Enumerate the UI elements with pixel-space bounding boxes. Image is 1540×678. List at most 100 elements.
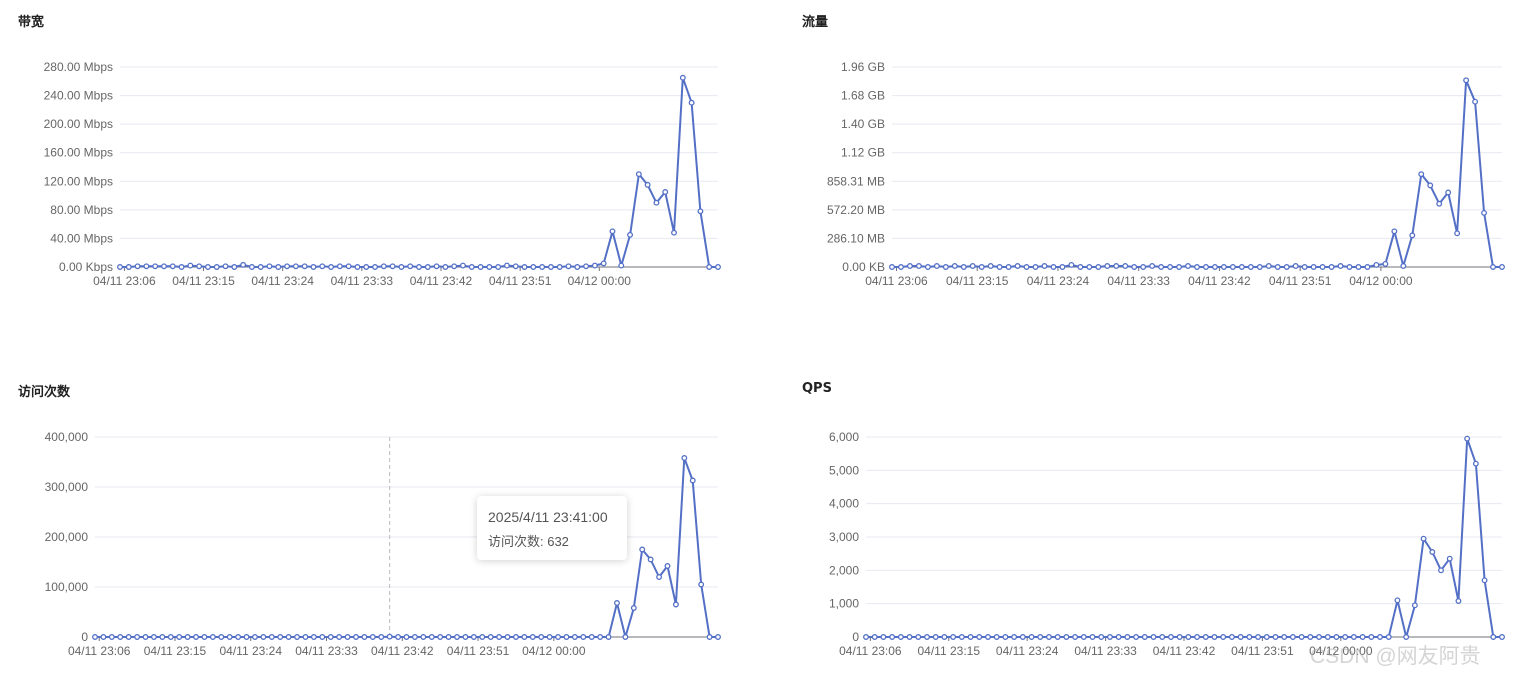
data-point bbox=[976, 634, 983, 640]
data-point bbox=[583, 263, 590, 270]
data-point bbox=[1072, 634, 1079, 640]
data-point bbox=[1005, 264, 1012, 270]
data-point bbox=[125, 264, 132, 270]
data-point bbox=[213, 264, 220, 270]
data-point bbox=[1263, 634, 1270, 640]
data-point bbox=[1131, 264, 1138, 270]
data-point bbox=[1429, 549, 1436, 555]
x-tick-label: 04/12 00:00 bbox=[568, 274, 632, 288]
data-point bbox=[915, 263, 922, 269]
data-point bbox=[664, 563, 671, 569]
data-point bbox=[1041, 263, 1048, 269]
tooltip-time: 2025/4/11 23:41:00 bbox=[488, 509, 608, 525]
x-tick-label: 04/11 23:51 bbox=[1231, 644, 1294, 658]
data-point bbox=[1238, 264, 1245, 270]
data-point bbox=[1359, 634, 1366, 640]
data-point bbox=[555, 634, 561, 640]
data-point bbox=[1150, 634, 1157, 640]
data-point bbox=[496, 634, 503, 640]
x-tick-label: 04/11 23:15 bbox=[172, 274, 235, 288]
x-tick-label: 04/11 23:33 bbox=[331, 274, 394, 288]
data-point bbox=[411, 634, 418, 640]
x-tick-label: 04/11 23:33 bbox=[295, 644, 358, 658]
data-point bbox=[302, 634, 309, 640]
data-point bbox=[1342, 634, 1349, 640]
data-point bbox=[546, 634, 553, 640]
data-point bbox=[1316, 634, 1322, 640]
data-point bbox=[1289, 634, 1296, 640]
data-point bbox=[1023, 264, 1030, 270]
data-point bbox=[1445, 189, 1452, 196]
data-point bbox=[715, 264, 721, 270]
data-point bbox=[416, 264, 422, 270]
data-point bbox=[1037, 634, 1044, 640]
data-point bbox=[209, 634, 216, 640]
data-point bbox=[1211, 634, 1218, 640]
data-point bbox=[1324, 634, 1331, 640]
x-tick-label: 04/11 23:06 bbox=[839, 644, 902, 658]
data-point bbox=[1176, 634, 1183, 640]
data-point bbox=[1368, 634, 1375, 640]
data-point bbox=[639, 546, 646, 553]
data-point bbox=[906, 263, 913, 269]
data-point bbox=[378, 634, 385, 640]
data-point bbox=[547, 264, 554, 270]
x-tick-label: 04/11 23:15 bbox=[144, 644, 207, 658]
y-tick-label: 300,000 bbox=[45, 480, 89, 494]
data-point bbox=[915, 634, 922, 640]
data-point bbox=[1499, 634, 1505, 640]
y-tick-label: 858.31 MB bbox=[827, 174, 885, 188]
data-point bbox=[969, 263, 976, 269]
data-point bbox=[1420, 535, 1427, 542]
data-point bbox=[248, 264, 255, 270]
qps-chart: 0 1,000 2,000 3,000 4,000 5,000 6,000 04/11 23:… bbox=[829, 430, 1505, 658]
data-point bbox=[889, 264, 895, 270]
visits-title: 访问次数 bbox=[18, 385, 71, 400]
data-point bbox=[529, 634, 536, 640]
x-tick-label: 04/11 23:33 bbox=[1107, 274, 1170, 288]
y-tick-label: 400,000 bbox=[45, 430, 89, 444]
data-point bbox=[1167, 264, 1174, 270]
data-point bbox=[1265, 263, 1272, 269]
data-point bbox=[1095, 264, 1102, 270]
data-point bbox=[950, 634, 957, 640]
data-point bbox=[706, 634, 713, 640]
data-point bbox=[1106, 634, 1113, 640]
y-tick-label: 5,000 bbox=[829, 463, 859, 477]
x-tick-label: 04/11 23:42 bbox=[1153, 644, 1216, 658]
data-point bbox=[1382, 260, 1389, 267]
data-point bbox=[1140, 264, 1147, 270]
data-point bbox=[1418, 171, 1425, 178]
data-point bbox=[1014, 263, 1021, 269]
data-point bbox=[863, 634, 869, 640]
data-point bbox=[1292, 263, 1299, 269]
data-point bbox=[462, 634, 469, 640]
data-point bbox=[521, 634, 528, 640]
data-point bbox=[1149, 263, 1156, 269]
data-point bbox=[538, 634, 545, 640]
data-point bbox=[117, 264, 123, 270]
x-tick-label: 04/11 23:24 bbox=[219, 644, 282, 658]
data-point bbox=[460, 262, 466, 269]
watermark: CSDN @网友阿贵 bbox=[1310, 645, 1481, 668]
data-point bbox=[268, 634, 275, 640]
data-point bbox=[1364, 264, 1371, 270]
data-point bbox=[1089, 634, 1096, 640]
data-point bbox=[178, 264, 185, 270]
data-point bbox=[1350, 634, 1357, 640]
x-tick-label: 04/11 23:15 bbox=[918, 644, 981, 658]
data-point bbox=[159, 634, 166, 640]
data-point bbox=[698, 581, 705, 588]
y-tick-label: 280.00 Mbps bbox=[44, 60, 113, 74]
data-point bbox=[395, 634, 402, 640]
data-point bbox=[344, 634, 351, 640]
data-point bbox=[193, 634, 199, 640]
data-point bbox=[942, 264, 949, 270]
data-point bbox=[1032, 264, 1039, 270]
data-point bbox=[1211, 264, 1218, 270]
data-point bbox=[328, 264, 335, 270]
y-tick-label: 1,000 bbox=[829, 597, 859, 611]
data-point bbox=[933, 263, 940, 269]
data-point bbox=[1403, 634, 1410, 640]
